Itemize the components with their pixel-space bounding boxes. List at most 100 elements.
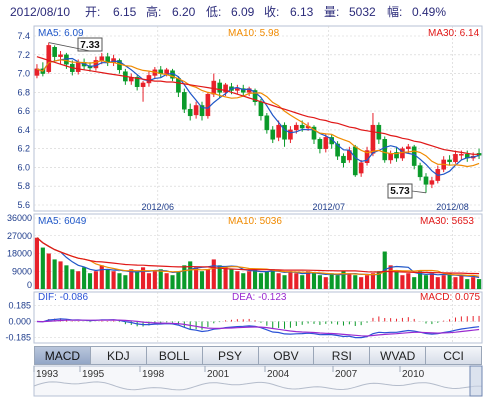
min-price-callout: 5.73 xyxy=(387,183,427,199)
volume-bar xyxy=(429,273,434,289)
candle-body xyxy=(187,108,193,117)
quote-date: 2012/08/10 xyxy=(10,5,70,19)
volume-bar xyxy=(188,261,193,289)
price-tick-label: 7.0 xyxy=(17,69,30,79)
volume-bar xyxy=(252,269,258,289)
volume-bar xyxy=(199,271,205,289)
volume-bar xyxy=(223,267,228,289)
volume-bar xyxy=(117,273,122,289)
timeline-year-label: 2004 xyxy=(267,369,290,380)
candle-body xyxy=(176,78,181,93)
timeline-year-label: 2010 xyxy=(402,369,425,380)
timeline-window-handle[interactable] xyxy=(469,365,483,397)
volume-bar xyxy=(164,273,169,289)
open-value: 6.15 xyxy=(113,5,137,19)
price-y-axis: 7.4 7.2 7.0 6.8 6.6 6.4 6.2 6.0 5.8 5.6 xyxy=(17,31,30,210)
timeline-panel-frame[interactable] xyxy=(33,365,483,397)
volume-bar xyxy=(217,265,222,289)
volume-bar xyxy=(76,271,81,289)
volume-bar xyxy=(459,275,464,289)
macd-y-axis: 0.185 0.000 -0.185 xyxy=(5,301,31,343)
volume-bar xyxy=(58,261,63,289)
volume-bar xyxy=(140,267,146,289)
volume-bar xyxy=(282,275,287,289)
change-label: 幅: xyxy=(387,4,402,19)
volume-bar xyxy=(388,265,393,289)
tab-rsi[interactable]: RSI xyxy=(314,346,371,365)
volume-bar xyxy=(70,269,75,289)
tab-obv[interactable]: OBV xyxy=(258,346,315,365)
volume-bar xyxy=(394,271,399,289)
candle-body xyxy=(193,105,199,116)
candle-body xyxy=(223,84,228,93)
volume-ma5-line xyxy=(36,237,480,279)
candle-body xyxy=(217,82,222,93)
volume-bar xyxy=(435,277,440,289)
tab-wvad[interactable]: WVAD xyxy=(370,346,427,365)
volume-bar xyxy=(182,265,187,289)
candle-body xyxy=(282,124,287,140)
volume-bar xyxy=(412,277,417,289)
volume-bar xyxy=(211,259,216,289)
max-price-value: 7.33 xyxy=(80,40,100,51)
candle-body xyxy=(370,124,376,154)
macd-dea-legend: DEA: -0.123 xyxy=(232,292,287,303)
price-x-axis: 2012/06 2012/07 2012/08 xyxy=(142,202,469,212)
macd-dea-line xyxy=(36,319,480,337)
volume-tick-label: 36000 xyxy=(7,213,32,223)
volume-bar xyxy=(441,275,446,289)
price-ma30-legend: MA30: 6.14 xyxy=(428,28,480,39)
volume-bar xyxy=(370,273,376,289)
price-tick-label: 6.0 xyxy=(17,162,30,172)
high-value: 6.20 xyxy=(172,5,196,19)
volume-bar xyxy=(129,269,134,289)
candle-body xyxy=(240,88,246,93)
volume-bar xyxy=(335,275,340,289)
volume-y-axis: 36000 27000 18000 9000 0 xyxy=(7,213,32,290)
candle-body xyxy=(211,80,217,95)
min-price-value: 5.73 xyxy=(390,186,410,197)
volume-bar xyxy=(235,271,240,289)
candle-body xyxy=(406,146,411,149)
moving-average-lines xyxy=(36,56,480,176)
volume-bar xyxy=(300,275,305,289)
volume-bar xyxy=(123,275,128,289)
volume-tick-label: 27000 xyxy=(7,231,32,241)
candle-body xyxy=(358,162,364,174)
candle-body xyxy=(429,180,435,185)
tab-macd[interactable]: MACD xyxy=(34,346,91,365)
volume-bar xyxy=(270,269,275,289)
volume-bar xyxy=(406,273,411,289)
macd-tick-label: 0.185 xyxy=(8,301,31,311)
timeline-year-label: 1995 xyxy=(82,369,105,380)
volume-bar xyxy=(453,277,458,289)
tab-psy[interactable]: PSY xyxy=(202,346,259,365)
price-panel-frame xyxy=(33,25,483,212)
candle-body xyxy=(453,154,458,163)
price-tick-label: 6.8 xyxy=(17,87,30,97)
tab-cci[interactable]: CCI xyxy=(426,346,482,365)
candle-body xyxy=(99,56,105,61)
macd-panel-frame xyxy=(33,291,483,344)
volume-bar xyxy=(359,277,364,289)
volume-ma10-legend: MA10: 5036 xyxy=(228,216,282,227)
tab-boll[interactable]: BOLL xyxy=(146,346,203,365)
volume-bar xyxy=(52,259,57,289)
tab-kdj[interactable]: KDJ xyxy=(90,346,147,365)
candle-body xyxy=(252,90,258,102)
indicator-tabs: MACD KDJ BOLL PSY OBV RSI WVAD CCI xyxy=(34,346,482,365)
candle-body xyxy=(382,139,388,161)
close-value: 6.13 xyxy=(290,5,314,19)
candle-body xyxy=(146,75,152,84)
timeline-year-label: 2007 xyxy=(335,369,358,380)
volume-bar xyxy=(194,267,199,289)
volume-bar xyxy=(353,275,358,289)
volume-bar xyxy=(323,277,328,289)
macd-tick-label: -0.185 xyxy=(5,333,31,343)
price-ma10-legend: MA10: 5.98 xyxy=(228,28,280,39)
price-tick-label: 5.8 xyxy=(17,181,30,191)
candle-body xyxy=(294,124,299,131)
volume-bar xyxy=(329,273,334,289)
volume-bar xyxy=(158,269,163,289)
